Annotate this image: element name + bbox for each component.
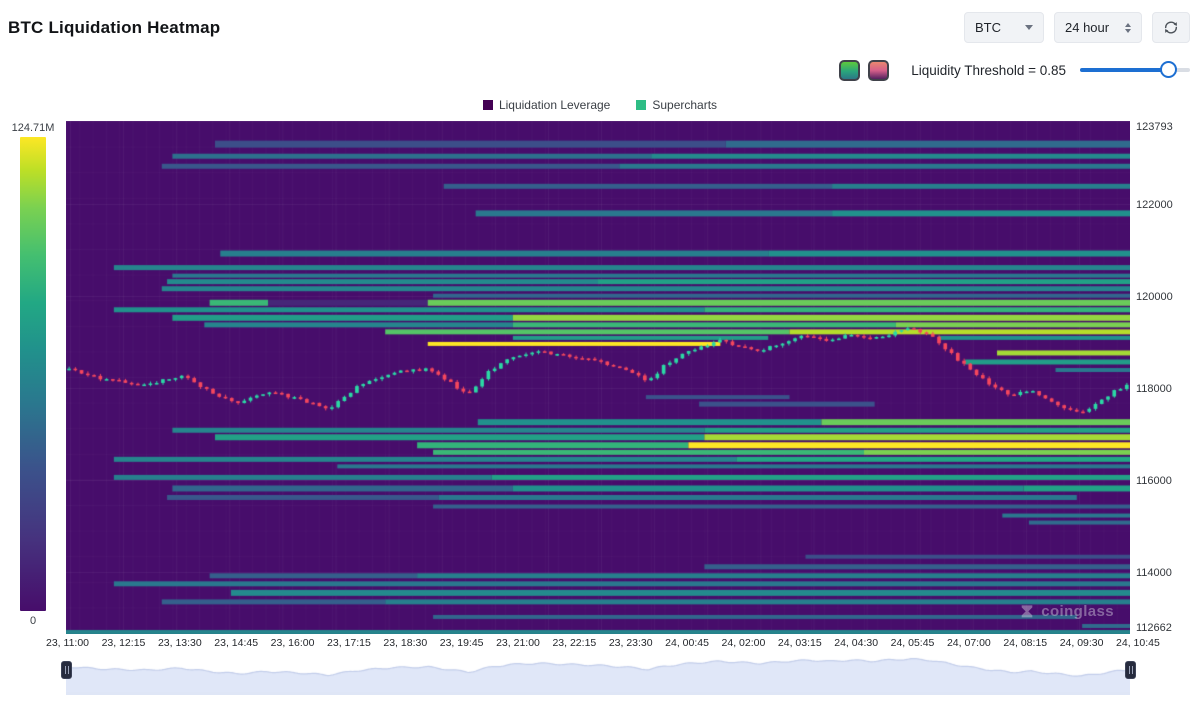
- time-tick-label: 24, 08:15: [1003, 637, 1048, 649]
- time-tick-label: 23, 11:00: [46, 637, 90, 649]
- navigator-canvas[interactable]: [66, 654, 1130, 692]
- interval-select-value: 24 hour: [1065, 20, 1110, 35]
- time-tick-label: 23, 16:00: [270, 637, 315, 649]
- legend-item-supercharts[interactable]: Supercharts: [636, 98, 717, 112]
- header: BTC Liquidation Heatmap BTC 24 hour: [0, 0, 1200, 43]
- time-tick-label: 23, 22:15: [552, 637, 597, 649]
- time-tick-label: 23, 14:45: [214, 637, 259, 649]
- price-axis: 123793 122000 120000 118000 116000 114000 1126…: [1136, 121, 1200, 634]
- price-tick-label: 112662: [1136, 622, 1172, 634]
- navigator-right-handle[interactable]: [1125, 661, 1136, 679]
- legend-swatch-purple: [482, 100, 493, 110]
- refresh-button[interactable]: [1152, 12, 1190, 43]
- price-tick-label: 120000: [1136, 290, 1173, 303]
- stepper-icon: [1125, 22, 1131, 33]
- symbol-select[interactable]: BTC: [964, 12, 1044, 43]
- legend-label: Supercharts: [652, 98, 718, 112]
- time-tick-label: 23, 21:00: [496, 637, 540, 649]
- colorbar-gradient: [20, 137, 46, 611]
- refresh-icon: [1164, 21, 1178, 34]
- time-tick-label: 24, 03:15: [777, 637, 822, 649]
- time-tick-label: 24, 04:30: [834, 637, 879, 649]
- price-tick-label: 118000: [1136, 382, 1172, 395]
- colorbar-wrap: 124.71M 0: [0, 121, 66, 634]
- time-tick-label: 23, 12:15: [101, 637, 146, 649]
- price-tick-label: 116000: [1136, 475, 1172, 488]
- threshold-controls: Liquidity Threshold = 0.85: [0, 43, 1200, 83]
- chart-area: 124.71M 0 coinglass 123793 122000 120000 11…: [0, 121, 1200, 634]
- header-controls: BTC 24 hour: [964, 12, 1190, 43]
- time-tick-label: 24, 09:30: [1059, 637, 1104, 649]
- time-tick-label: 23, 23:30: [608, 637, 653, 649]
- time-axis: 23, 11:00 23, 12:15 23, 13:30 23, 14:45 23, …: [46, 637, 1160, 649]
- slider-thumb[interactable]: [1160, 61, 1177, 78]
- heatmap-canvas[interactable]: [66, 121, 1130, 634]
- time-tick-label: 23, 18:30: [383, 637, 428, 649]
- slider-track-empty[interactable]: [1168, 68, 1190, 72]
- time-tick-label: 24, 00:45: [665, 637, 709, 649]
- slider-track-filled[interactable]: [1080, 68, 1168, 72]
- time-tick-label: 23, 13:30: [157, 637, 202, 649]
- heatmap-plot: coinglass: [66, 121, 1130, 634]
- time-tick-label: 24, 10:45: [1116, 637, 1160, 649]
- page-title: BTC Liquidation Heatmap: [8, 17, 221, 37]
- time-tick-label: 23, 19:45: [439, 637, 484, 649]
- time-tick-label: 24, 02:00: [721, 637, 766, 649]
- price-tick-label: 123793: [1136, 121, 1173, 133]
- price-tick-label: 114000: [1136, 567, 1172, 580]
- legend-label: Liquidation Leverage: [498, 98, 611, 112]
- magma-palette-swatch[interactable]: [868, 59, 890, 81]
- range-navigator: [61, 654, 1136, 695]
- liquidity-threshold-slider[interactable]: [1080, 61, 1190, 79]
- interval-select[interactable]: 24 hour: [1054, 12, 1142, 43]
- price-tick-label: 122000: [1136, 198, 1173, 211]
- liquidity-threshold-label: Liquidity Threshold = 0.85: [911, 62, 1066, 78]
- viridis-palette-swatch[interactable]: [839, 59, 861, 81]
- legend-swatch-green: [636, 100, 647, 110]
- colorbar-max-label: 124.71M: [11, 122, 55, 134]
- chart-legend: Liquidation Leverage Supercharts: [0, 96, 1200, 114]
- colorbar-min-label: 0: [29, 615, 37, 627]
- legend-item-liquidation-leverage[interactable]: Liquidation Leverage: [482, 98, 611, 112]
- time-tick-label: 24, 07:00: [946, 637, 991, 649]
- navigator-left-handle[interactable]: [61, 661, 72, 679]
- symbol-select-value: BTC: [975, 20, 1001, 35]
- time-tick-label: 24, 05:45: [890, 637, 935, 649]
- chevron-down-icon: [1025, 25, 1033, 30]
- time-tick-label: 23, 17:15: [327, 637, 371, 649]
